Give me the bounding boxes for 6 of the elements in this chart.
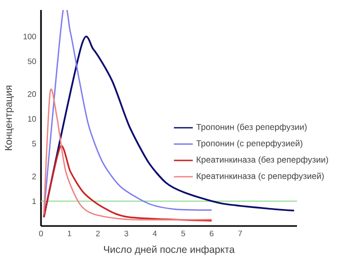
x-axis-title: Число дней после инфаркта xyxy=(104,245,235,255)
legend-label: Тропонин (без реперфузии) xyxy=(196,124,307,132)
legend-label: Креатинкиназа (с реперфузией) xyxy=(196,172,324,181)
y-axis-title: Концентрация xyxy=(4,86,14,150)
legend-label: Тропонин (с реперфузией) xyxy=(196,140,302,148)
legend-label: Креатинкиназа (без реперфузии) xyxy=(196,156,328,164)
